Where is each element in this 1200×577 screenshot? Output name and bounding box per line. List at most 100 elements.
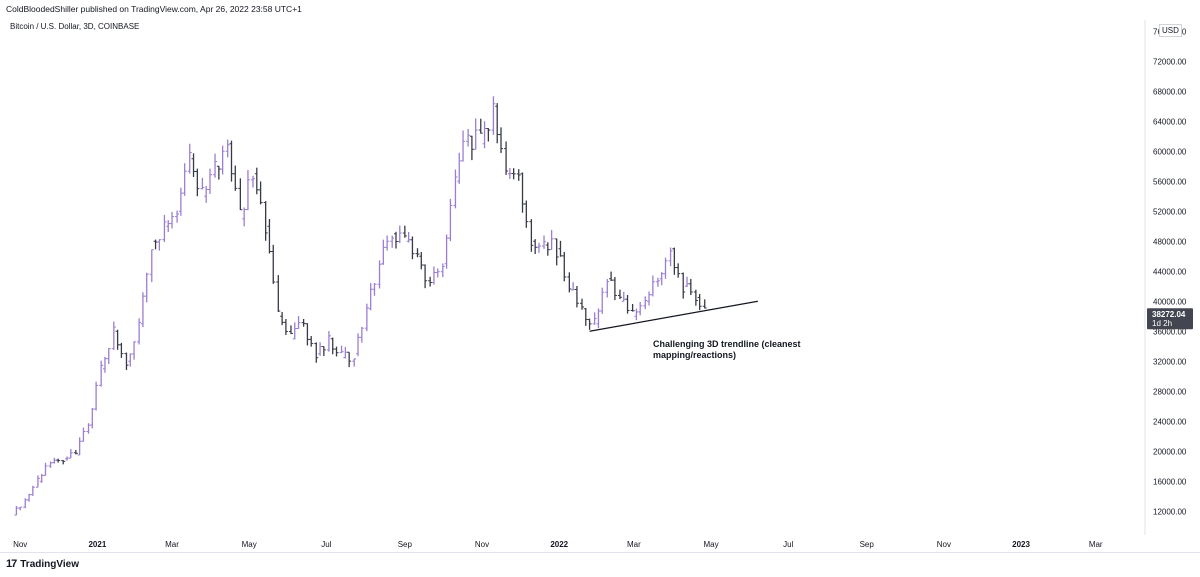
time-tick-label: 2021 [88,540,106,549]
currency-badge[interactable]: USD [1159,24,1182,37]
ohlc-bar [529,219,534,252]
ohlc-bar [655,277,660,287]
ohlc-bar [621,291,626,302]
ohlc-bar [356,333,361,357]
time-tick-label: Jul [321,540,331,549]
time-tick-label: Sep [398,540,413,549]
ohlc-bar [393,231,398,249]
ohlc-bar [339,345,344,354]
ohlc-bar [554,238,559,266]
ohlc-bar [216,165,221,180]
ohlc-bar [571,282,576,291]
ohlc-bar [533,239,538,255]
ohlc-bar [681,272,686,299]
last-price-box [1147,308,1193,330]
ohlc-bar [175,210,180,223]
price-axis[interactable]: 76000.0072000.0068000.0064000.0060000.00… [1153,27,1187,516]
price-tick-label: 20000.00 [1153,447,1187,456]
ohlc-bar [663,257,668,279]
ohlc-bar [157,239,162,251]
ohlc-bar [81,427,86,442]
ohlc-bar [638,301,643,316]
price-tick-label: 60000.00 [1153,147,1187,156]
price-tick-label: 28000.00 [1153,387,1187,396]
ohlc-bar [617,289,622,300]
ohlc-bar [542,235,547,249]
ohlc-bar [162,214,167,243]
time-tick-label: Mar [1089,540,1103,549]
ohlc-bar [170,211,175,229]
ohlc-bar [102,356,107,373]
time-axis[interactable]: Nov 2021 Mar May Jul Sep Nov 2022 Mar May Jul Sep No… [13,540,1103,549]
ohlc-bar [609,271,614,282]
time-tick-label: May [703,540,718,549]
ohlc-bar [86,423,91,434]
ohlc-bar [511,168,516,180]
ohlc-bar [562,251,567,282]
ohlc-bar [318,342,323,356]
ohlc-bar [453,169,458,209]
ohlc-bar [68,449,73,459]
time-tick-label: Sep [860,540,875,549]
ohlc-bar [659,272,664,286]
trendline[interactable] [589,300,758,332]
ohlc-bar [35,475,40,488]
ohlc-bar [482,121,487,149]
time-tick-label: Nov [937,540,951,549]
ohlc-bar [204,185,209,203]
ohlc-bar [444,234,449,269]
ohlc-bar [137,318,142,345]
time-tick-label: 2022 [550,540,568,549]
ohlc-bar [545,242,550,256]
price-tick-label: 40000.00 [1153,297,1187,306]
ohlc-bar [381,239,386,265]
ohlc-bar [309,336,314,347]
ohlc-bar [435,268,440,278]
ohlc-bar [254,167,259,195]
footer: 17 TradingView [0,552,1200,577]
ohlc-bar [630,303,635,312]
ohlc-bar [61,460,66,465]
ohlc-bar [469,135,474,161]
ohlc-bar [643,296,648,310]
time-tick-label: Nov [475,540,489,549]
ohlc-bar [466,128,471,147]
brand-name: TradingView [20,558,79,570]
ohlc-bar [634,308,639,321]
price-tick-label: 48000.00 [1153,237,1187,246]
ohlc-bar [672,247,677,275]
ohlc-bar [276,275,281,313]
ohlc-bar [440,263,445,278]
ohlc-bar [650,275,655,297]
ohlc-bar [296,316,301,330]
price-chart[interactable]: 76000.0072000.0068000.0064000.0060000.00… [0,0,1200,552]
ohlc-bar [119,342,124,358]
ohlc-bar [368,283,373,311]
ohlc-bar [187,143,192,174]
trendline-layer[interactable] [589,300,758,332]
ohlc-bar [14,505,19,516]
time-tick-label: Mar [627,540,641,549]
price-tick-label: 36000.00 [1153,327,1187,336]
ohlc-bar [504,141,509,175]
ohlc-bar [499,127,504,153]
ohlc-bar [301,318,306,327]
price-tick-label: 24000.00 [1153,417,1187,426]
ohlc-bar [520,172,525,213]
candle-bars [14,96,707,516]
tradingview-logo[interactable]: 17 TradingView [6,558,79,570]
ohlc-bar [242,207,247,227]
price-tick-label: 56000.00 [1153,177,1187,186]
time-tick-label: May [242,540,257,549]
ohlc-bar [702,299,707,309]
ohlc-bar [182,163,187,196]
ohlc-bar [697,293,702,311]
ohlc-bar [43,462,48,476]
ohlc-bar [377,260,382,289]
ohlc-bar [347,351,352,368]
ohlc-bar [390,235,395,248]
ohlc-bar [516,169,521,181]
price-tick-label: 12000.00 [1153,507,1187,516]
ohlc-bar [94,381,99,411]
